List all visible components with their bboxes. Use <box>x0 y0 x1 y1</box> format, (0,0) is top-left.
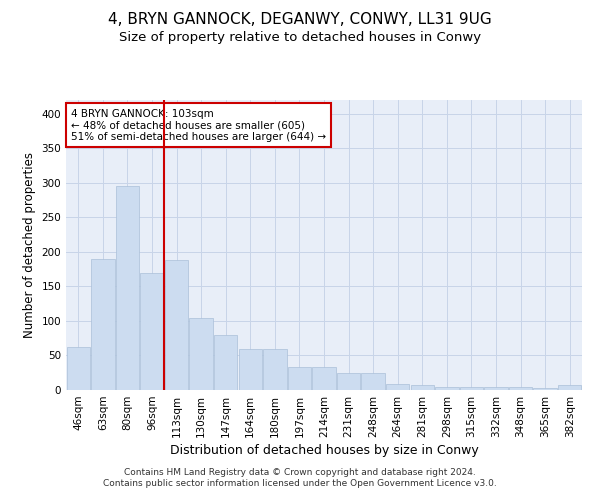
Bar <box>214 336 238 390</box>
Bar <box>140 272 164 390</box>
Bar <box>509 387 532 390</box>
Bar <box>361 374 385 390</box>
X-axis label: Distribution of detached houses by size in Conwy: Distribution of detached houses by size … <box>170 444 478 457</box>
Bar <box>386 384 409 390</box>
Bar <box>288 367 311 390</box>
Bar <box>116 186 139 390</box>
Bar <box>263 348 287 390</box>
Bar <box>239 348 262 390</box>
Bar <box>460 387 483 390</box>
Text: Size of property relative to detached houses in Conwy: Size of property relative to detached ho… <box>119 31 481 44</box>
Text: 4 BRYN GANNOCK: 103sqm
← 48% of detached houses are smaller (605)
51% of semi-de: 4 BRYN GANNOCK: 103sqm ← 48% of detached… <box>71 108 326 142</box>
Bar <box>558 385 581 390</box>
Bar <box>67 346 90 390</box>
Text: 4, BRYN GANNOCK, DEGANWY, CONWY, LL31 9UG: 4, BRYN GANNOCK, DEGANWY, CONWY, LL31 9U… <box>108 12 492 28</box>
Bar <box>190 318 213 390</box>
Bar <box>337 374 360 390</box>
Bar <box>165 260 188 390</box>
Bar <box>435 387 458 390</box>
Bar <box>533 388 557 390</box>
Bar <box>410 385 434 390</box>
Bar <box>313 367 335 390</box>
Bar <box>484 387 508 390</box>
Text: Contains HM Land Registry data © Crown copyright and database right 2024.
Contai: Contains HM Land Registry data © Crown c… <box>103 468 497 487</box>
Bar <box>91 259 115 390</box>
Y-axis label: Number of detached properties: Number of detached properties <box>23 152 36 338</box>
